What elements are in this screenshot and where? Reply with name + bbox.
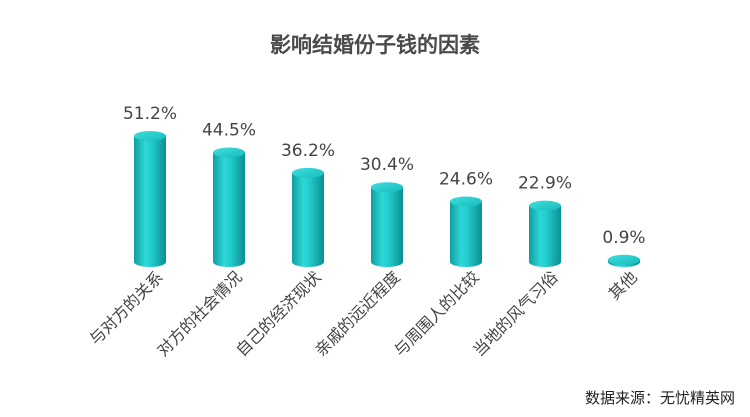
bar-cap — [450, 196, 482, 207]
bar — [371, 182, 403, 267]
bar-cap — [292, 167, 324, 178]
value-label: 36.2% — [281, 141, 335, 161]
bar-cap — [608, 254, 640, 265]
category-labels-group: 与对方的关系对方的社会情况自己的经济现状亲戚的远近程度与周围人的比较当地的风气习… — [86, 267, 641, 360]
bar-body — [450, 201, 482, 267]
bar-cap — [134, 131, 166, 141]
value-label: 0.9% — [602, 228, 645, 248]
chart-title: 影响结婚份子钱的因素 — [270, 33, 480, 57]
bar — [450, 196, 482, 267]
bar — [213, 147, 245, 267]
bar-body — [292, 172, 324, 267]
bar-body — [134, 136, 166, 267]
bar-cap — [213, 147, 245, 158]
bar-body — [371, 187, 403, 267]
value-label: 44.5% — [202, 120, 256, 140]
bars-group — [134, 131, 640, 267]
value-label: 30.4% — [360, 155, 414, 175]
value-labels-group: 51.2% 44.5% 36.2% 30.4% 24.6% 22.9% 0.9% — [123, 104, 646, 248]
bar-cap — [371, 182, 403, 193]
bar — [292, 167, 324, 267]
value-label: 24.6% — [439, 169, 493, 189]
category-label: 当地的风气习俗 — [469, 267, 562, 360]
source-note: 数据来源：无忧精英网 — [585, 389, 735, 407]
category-label: 与对方的关系 — [86, 267, 167, 348]
bar-body — [213, 152, 245, 267]
value-label: 22.9% — [518, 174, 572, 194]
category-label: 其他 — [605, 267, 641, 303]
bar-body — [529, 205, 561, 267]
bar-cap — [529, 200, 561, 211]
bar — [134, 131, 166, 267]
bar — [608, 254, 640, 267]
bar — [529, 200, 561, 267]
value-label: 51.2% — [123, 104, 177, 124]
